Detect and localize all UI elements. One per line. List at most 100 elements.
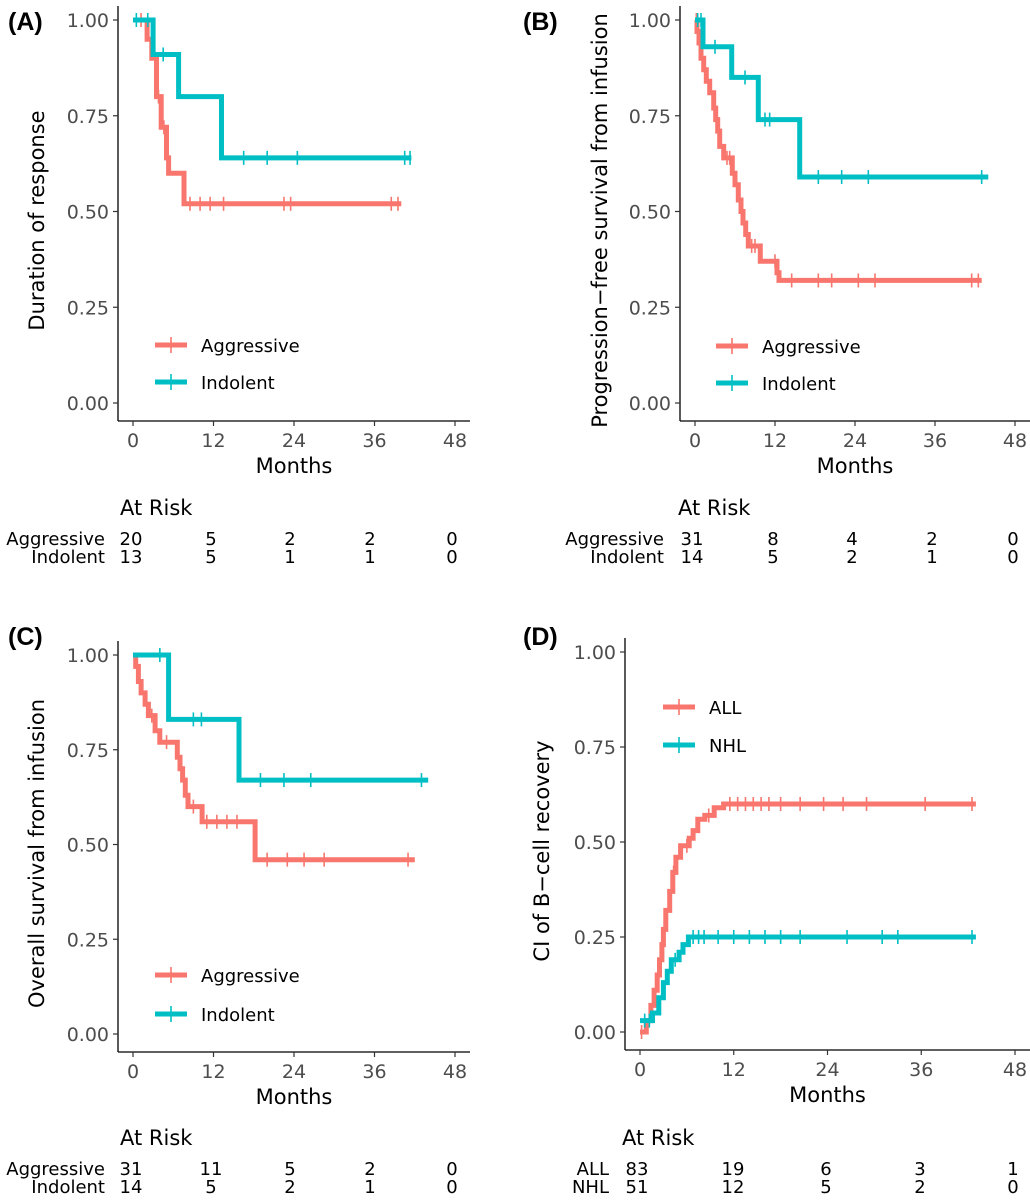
at-risk-row-label: Aggressive bbox=[6, 529, 105, 550]
y-tick-label: 0.25 bbox=[67, 297, 109, 319]
legend-label-indolent: Indolent bbox=[762, 374, 836, 395]
at-risk-count: 3 bbox=[914, 1159, 925, 1180]
at-risk-row-label: Indolent bbox=[31, 1177, 105, 1198]
x-tick-label: 12 bbox=[201, 430, 225, 452]
y-tick-label: 0.75 bbox=[67, 740, 109, 762]
at-risk-row-label: Indolent bbox=[31, 547, 105, 568]
at-risk-count: 31 bbox=[681, 529, 704, 550]
at-risk-count: 1 bbox=[926, 547, 937, 568]
panel-label: (C) bbox=[8, 623, 43, 651]
x-tick-label: 0 bbox=[127, 1061, 139, 1083]
x-axis-title: Months bbox=[256, 1085, 333, 1109]
series-line-nhl bbox=[640, 934, 976, 1024]
at-risk-count: 83 bbox=[626, 1159, 649, 1180]
panel-label: (D) bbox=[523, 623, 558, 651]
at-risk-count: 51 bbox=[626, 1177, 649, 1198]
at-risk-count: 5 bbox=[205, 529, 216, 550]
y-tick-label: 0.75 bbox=[629, 106, 671, 128]
panel-label: (B) bbox=[523, 8, 558, 36]
x-tick-label: 0 bbox=[689, 430, 701, 452]
at-risk-title: At Risk bbox=[622, 1126, 695, 1150]
y-tick-label: 0.00 bbox=[574, 1022, 616, 1044]
y-tick-label: 1.00 bbox=[629, 10, 671, 32]
at-risk-count: 2 bbox=[284, 529, 295, 550]
at-risk-count: 2 bbox=[914, 1177, 925, 1198]
series-line-indolent bbox=[133, 17, 412, 161]
at-risk-count: 5 bbox=[205, 1177, 216, 1198]
at-risk-count: 19 bbox=[722, 1159, 745, 1180]
at-risk-count: 1 bbox=[364, 1177, 375, 1198]
x-tick-label: 24 bbox=[815, 1059, 839, 1081]
x-tick-label: 48 bbox=[1003, 430, 1027, 452]
x-tick-label: 24 bbox=[282, 1061, 306, 1083]
y-tick-label: 0.75 bbox=[574, 737, 616, 759]
x-tick-label: 36 bbox=[362, 430, 386, 452]
at-risk-count: 2 bbox=[284, 1177, 295, 1198]
x-tick-label: 48 bbox=[1003, 1059, 1027, 1081]
y-tick-label: 0.00 bbox=[67, 1024, 109, 1046]
at-risk-title: At Risk bbox=[120, 496, 193, 520]
at-risk-count: 2 bbox=[846, 547, 857, 568]
y-tick-label: 1.00 bbox=[574, 642, 616, 664]
at-risk-count: 1 bbox=[364, 547, 375, 568]
at-risk-count: 14 bbox=[120, 1177, 143, 1198]
at-risk-count: 11 bbox=[200, 1159, 223, 1180]
x-axis-title: Months bbox=[256, 454, 333, 478]
at-risk-count: 0 bbox=[446, 529, 457, 550]
y-axis-title: Overall survival from infusion bbox=[25, 699, 49, 1008]
panel-a: (A)0.000.250.500.751.000 12 24 36 48MonthsDu… bbox=[6, 6, 470, 568]
at-risk-count: 1 bbox=[1007, 1159, 1018, 1180]
legend-label-nhl: NHL bbox=[709, 736, 746, 757]
y-tick-label: 0.25 bbox=[629, 297, 671, 319]
legend-label-indolent: Indolent bbox=[201, 373, 275, 394]
series-line-all bbox=[640, 801, 976, 1035]
at-risk-count: 4 bbox=[846, 529, 857, 550]
y-tick-label: 0.00 bbox=[629, 393, 671, 415]
y-tick-label: 0.50 bbox=[67, 202, 109, 224]
at-risk-count: 13 bbox=[120, 547, 143, 568]
panel-c: (C)0.000.250.500.751.000 12 24 36 48MonthsOv… bbox=[6, 623, 470, 1198]
y-tick-label: 0.75 bbox=[67, 106, 109, 128]
at-risk-row-label: Indolent bbox=[590, 547, 664, 568]
legend-label-aggressive: Aggressive bbox=[201, 966, 300, 987]
at-risk-count: 2 bbox=[364, 529, 375, 550]
at-risk-count: 2 bbox=[926, 529, 937, 550]
y-tick-label: 1.00 bbox=[67, 10, 109, 32]
at-risk-count: 2 bbox=[364, 1159, 375, 1180]
y-tick-label: 0.25 bbox=[574, 927, 616, 949]
series-line-aggressive bbox=[133, 652, 415, 863]
at-risk-count: 31 bbox=[120, 1159, 143, 1180]
at-risk-count: 20 bbox=[120, 529, 143, 550]
at-risk-row-label: ALL bbox=[577, 1159, 609, 1180]
x-tick-label: 24 bbox=[282, 430, 306, 452]
y-tick-label: 0.50 bbox=[574, 832, 616, 854]
at-risk-count: 6 bbox=[820, 1159, 831, 1180]
series-line-aggressive bbox=[694, 17, 982, 283]
x-axis-title: Months bbox=[817, 454, 894, 478]
at-risk-count: 1 bbox=[284, 547, 295, 568]
at-risk-count: 0 bbox=[1007, 529, 1018, 550]
at-risk-count: 0 bbox=[446, 547, 457, 568]
at-risk-row-label: NHL bbox=[572, 1177, 609, 1198]
at-risk-count: 12 bbox=[722, 1177, 745, 1198]
at-risk-row-label: Aggressive bbox=[565, 529, 664, 550]
y-axis-title: Progression−free survival from infusion bbox=[588, 13, 612, 428]
y-tick-label: 0.25 bbox=[67, 929, 109, 951]
at-risk-title: At Risk bbox=[120, 1126, 193, 1150]
x-tick-label: 12 bbox=[763, 430, 787, 452]
x-tick-label: 0 bbox=[634, 1059, 646, 1081]
at-risk-count: 5 bbox=[820, 1177, 831, 1198]
x-tick-label: 24 bbox=[843, 430, 867, 452]
legend-label-aggressive: Aggressive bbox=[201, 336, 300, 357]
at-risk-count: 0 bbox=[1007, 547, 1018, 568]
at-risk-count: 5 bbox=[284, 1159, 295, 1180]
y-tick-label: 0.50 bbox=[629, 202, 671, 224]
series-line-indolent bbox=[695, 17, 989, 180]
x-tick-label: 48 bbox=[443, 430, 467, 452]
series-line-aggressive bbox=[133, 17, 402, 207]
panel-label: (A) bbox=[8, 8, 43, 36]
panel-d: (D)0.000.250.500.751.000 12 24 36 48MonthsCI… bbox=[523, 623, 1030, 1198]
x-tick-label: 36 bbox=[362, 1061, 386, 1083]
x-tick-label: 12 bbox=[722, 1059, 746, 1081]
